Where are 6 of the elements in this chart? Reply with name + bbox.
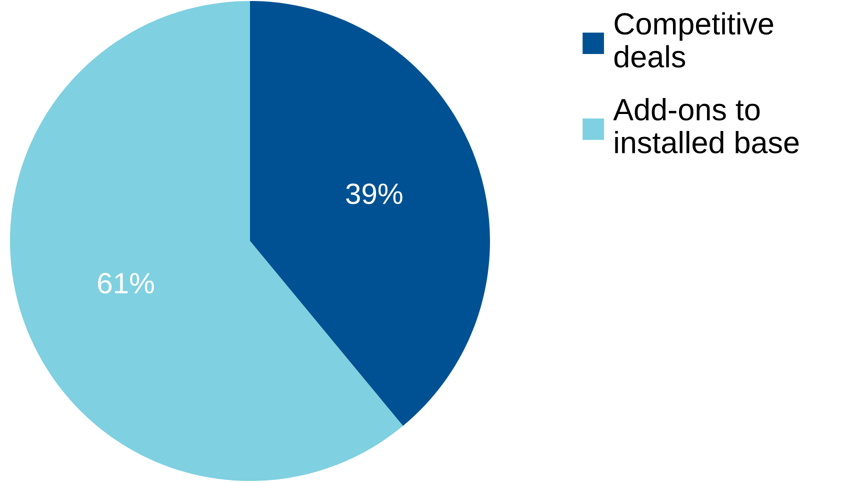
- pie-slice: [10, 1, 403, 481]
- pie-slice: [250, 1, 490, 426]
- legend-label: Add-ons to installed base: [613, 98, 799, 154]
- data-label: 61%: [98, 272, 154, 294]
- data-label: 39%: [346, 183, 402, 204]
- legend-label: Competitive deals: [614, 12, 774, 68]
